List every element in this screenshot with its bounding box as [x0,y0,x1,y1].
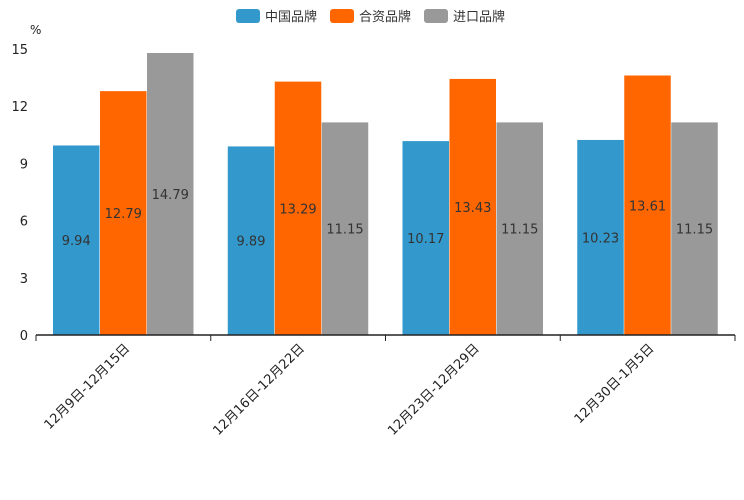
bar[interactable] [671,122,718,335]
x-tick-label: 12月9日-12月15日 [42,341,134,433]
bar-value-label: 11.15 [676,223,713,238]
bar[interactable] [402,141,450,335]
legend-label[interactable]: 合资品牌 [359,9,411,25]
y-tick-label: 3 [20,272,28,287]
bar-value-label: 9.89 [237,235,266,250]
legend-swatch[interactable] [330,9,354,23]
bar-value-label: 12.79 [105,207,142,222]
legend: 中国品牌 合资品牌 进口品牌 [236,9,505,25]
bar-value-label: 14.79 [152,188,189,203]
bar[interactable] [321,122,369,335]
x-tick-label: 12月30日-1月5日 [572,341,658,427]
y-tick-label: 15 [11,43,28,58]
bar[interactable] [577,139,624,335]
bar[interactable] [449,78,497,336]
bar-value-label: 10.17 [407,232,444,247]
legend-label[interactable]: 中国品牌 [265,9,317,25]
bar-value-label: 11.15 [501,223,538,238]
y-axis-unit-label: % [30,23,41,37]
x-axis: 12月9日-12月15日 12月16日-12月22日 12月23日-12月29日 12… [35,334,736,439]
bar[interactable] [274,81,322,335]
bar[interactable] [496,122,544,335]
data-labels: 9.94 12.79 14.79 9.89 13.29 11.15 10.17 13.43 11… [62,188,713,250]
legend-label[interactable]: 进口品牌 [453,9,505,25]
x-tick-label: 12月23日-12月29日 [385,341,482,438]
bar-value-label: 10.23 [582,231,619,246]
bar[interactable] [53,145,100,335]
x-tick-label: 12月16日-12月22日 [210,341,307,438]
bar-value-label: 13.61 [629,199,666,214]
bar-value-label: 9.94 [62,234,91,249]
bar-value-label: 13.43 [454,201,491,216]
legend-swatch[interactable] [424,9,448,23]
y-tick-label: 9 [20,157,28,172]
bar[interactable] [147,53,194,336]
y-tick-label: 12 [11,100,28,115]
bar-value-label: 11.15 [326,223,363,238]
bar-value-label: 13.29 [279,202,316,217]
bar[interactable] [100,91,147,336]
y-tick-label: 6 [20,215,28,230]
y-tick-label: 0 [20,329,28,344]
legend-swatch[interactable] [236,9,260,23]
y-axis: 0 3 6 9 12 15 [11,43,28,344]
bar-series [53,53,718,336]
bar[interactable] [624,75,671,335]
bar[interactable] [227,146,275,335]
